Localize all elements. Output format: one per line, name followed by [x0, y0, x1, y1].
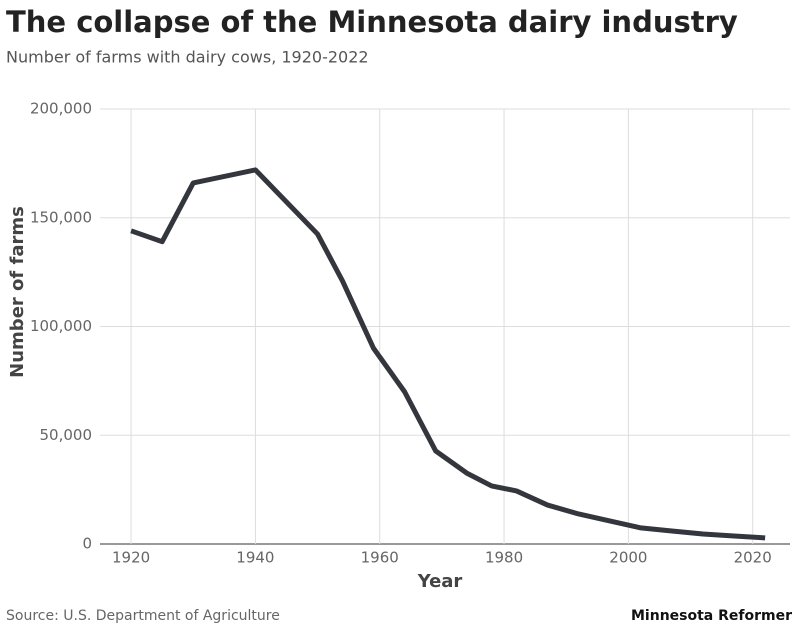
y-tick-label: 150,000 — [30, 208, 92, 226]
y-tick-label: 0 — [82, 535, 92, 553]
x-tick-label: 1980 — [485, 549, 523, 567]
y-tick-label: 200,000 — [30, 100, 92, 118]
y-tick-label: 50,000 — [40, 426, 93, 444]
x-tick-label: 1940 — [236, 549, 274, 567]
x-axis-label: Year — [417, 571, 463, 592]
source: Source: U.S. Department of Agriculture — [6, 608, 280, 624]
credit: Minnesota Reformer — [631, 608, 792, 624]
chart-title: The collapse of the Minnesota dairy indu… — [6, 5, 738, 39]
y-tick-label: 100,000 — [30, 317, 92, 335]
line — [130, 167, 766, 541]
y-axis-label: Number of farms — [7, 206, 28, 378]
x-tick-label: 1960 — [361, 549, 399, 567]
x-tick-label: 1920 — [112, 549, 150, 567]
x-tick-label: 2020 — [734, 549, 772, 567]
x-tick-label: 2000 — [609, 549, 647, 567]
chart-subtitle: Number of farms with dairy cows, 1920-20… — [6, 48, 369, 67]
